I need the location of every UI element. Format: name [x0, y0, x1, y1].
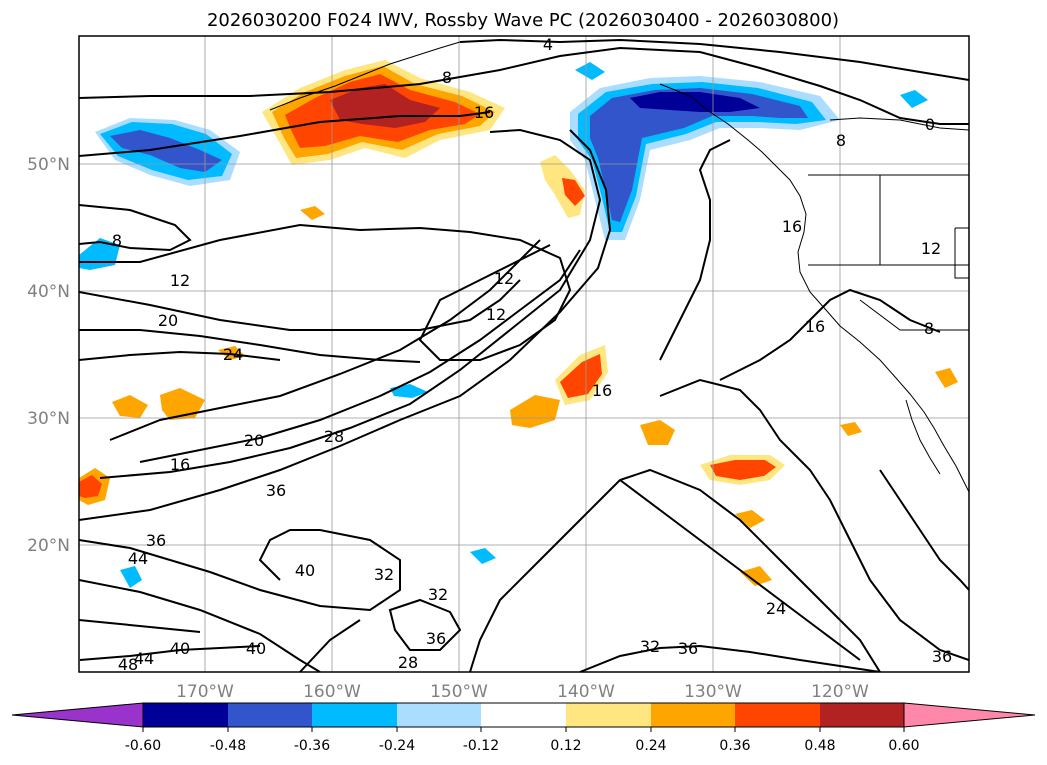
contour-label: 12	[921, 239, 941, 258]
positive-anomaly-region	[160, 388, 205, 420]
lat-label: 20°N	[27, 536, 70, 556]
lon-label: 130°W	[684, 682, 742, 702]
contour-labels: 4 8 16 8 8 12 20 24 12 12 16 12 16 8 16 …	[112, 35, 952, 674]
contour-label: 36	[266, 481, 286, 500]
lat-label: 50°N	[27, 155, 70, 175]
colorbar-swatch	[481, 703, 566, 727]
negative-anomaly-region	[630, 92, 760, 112]
contour-label: 8	[442, 68, 452, 87]
contour-label: 24	[766, 599, 786, 618]
contour-label: 8	[836, 131, 846, 150]
colorbar-swatch	[735, 703, 820, 727]
colorbar-tick-label: -0.48	[210, 738, 246, 754]
contour-label: 12	[494, 269, 514, 288]
negative-anomaly-region	[470, 548, 496, 564]
colorbar-swatch	[651, 703, 735, 727]
colorbar-ticks	[142, 727, 905, 732]
contour-label: 12	[170, 271, 190, 290]
colorbar-extend-min	[11, 702, 144, 728]
contour-label: 36	[932, 647, 952, 666]
contour-label: 32	[374, 565, 394, 584]
lon-label: 160°W	[303, 682, 361, 702]
lon-label: 170°W	[176, 682, 234, 702]
contour-label: 36	[678, 639, 698, 658]
positive-anomaly-region	[218, 346, 245, 360]
contour-label: 44	[128, 549, 148, 568]
contour-label: 16	[782, 217, 802, 236]
contour-label: 12	[486, 305, 506, 324]
contour-label: 28	[398, 653, 418, 672]
contour-label: 8	[924, 319, 934, 338]
positive-anomaly-region	[840, 422, 862, 436]
contour-label: 36	[426, 629, 446, 648]
positive-anomaly-region	[112, 395, 148, 418]
colorbar-swatch	[397, 703, 481, 727]
colorbar-tick-label: 0.48	[804, 738, 835, 754]
contour-label: 20	[244, 431, 264, 450]
positive-anomaly-region	[640, 420, 675, 445]
map-frame	[78, 35, 970, 673]
colorbar-tick-label: -0.24	[379, 738, 415, 754]
contour-label: 16	[592, 381, 612, 400]
lat-label: 40°N	[27, 282, 70, 302]
positive-anomaly-region	[79, 475, 102, 498]
colorbar-swatch	[820, 703, 904, 727]
colorbar-tick-label: 0.12	[550, 738, 581, 754]
colorbar: -0.60 -0.48 -0.36 -0.24 -0.12 0.12 0.24 …	[11, 702, 1036, 754]
contour-label: 0	[925, 115, 935, 134]
contour-label: 32	[428, 585, 448, 604]
positive-anomaly-region	[740, 566, 772, 586]
lon-label: 120°W	[811, 682, 869, 702]
longitude-labels: 170°W 160°W 150°W 140°W 130°W 120°W	[176, 682, 869, 702]
negative-anomaly-region	[120, 566, 142, 588]
contour-label: 48	[118, 655, 138, 674]
contour-label: 32	[640, 637, 660, 656]
colorbar-extend-max	[903, 702, 1036, 728]
iwv-contours	[79, 38, 969, 672]
lon-label: 140°W	[557, 682, 615, 702]
colorbar-swatch	[566, 703, 651, 727]
contour-label: 40	[295, 561, 315, 580]
negative-anomaly-region	[110, 130, 222, 172]
contour-label: 24	[223, 345, 243, 364]
contour-label: 28	[324, 427, 344, 446]
negative-anomaly-region	[590, 88, 808, 222]
colorbar-tick-label: 0.36	[719, 738, 750, 754]
contour-label: 40	[170, 639, 190, 658]
positive-anomaly-region	[735, 510, 765, 528]
contour-label: 8	[112, 231, 122, 250]
positive-anomaly-region	[710, 460, 776, 480]
colorbar-swatch	[143, 703, 228, 727]
positive-anomaly-region	[935, 368, 958, 388]
colorbar-tick-label: 0.24	[635, 738, 666, 754]
colorbar-swatch	[312, 703, 397, 727]
latitude-labels: 50°N 40°N 30°N 20°N	[27, 155, 70, 556]
map-area: 4 8 16 8 8 12 20 24 12 12 16 12 16 8 16 …	[79, 35, 969, 674]
lon-label: 150°W	[430, 682, 488, 702]
colorbar-tick-label: -0.36	[294, 738, 330, 754]
positive-anomaly-region	[560, 354, 602, 398]
colorbar-tick-label: -0.60	[125, 738, 161, 754]
positive-anomaly-region	[562, 178, 585, 206]
contour-label: 36	[146, 531, 166, 550]
map-title: 2026030200 F024 IWV, Rossby Wave PC (202…	[207, 10, 839, 31]
negative-anomaly-region	[900, 90, 928, 108]
contour-label: 4	[543, 35, 553, 54]
coastline	[269, 41, 969, 493]
colorbar-tick-label: 0.60	[888, 738, 919, 754]
colorbar-tick-label: -0.12	[463, 738, 499, 754]
contour-label: 20	[158, 311, 178, 330]
contour-label: 16	[805, 317, 825, 336]
contour-label: 16	[170, 455, 190, 474]
colorbar-swatch	[228, 703, 312, 727]
contour-label: 16	[474, 103, 494, 122]
lat-label: 30°N	[27, 409, 70, 429]
contour-label: 40	[246, 639, 266, 658]
contour-label: 44	[134, 649, 154, 668]
positive-anomaly-region	[510, 395, 560, 428]
negative-anomaly-region	[575, 62, 605, 80]
positive-anomaly-region	[300, 206, 325, 220]
